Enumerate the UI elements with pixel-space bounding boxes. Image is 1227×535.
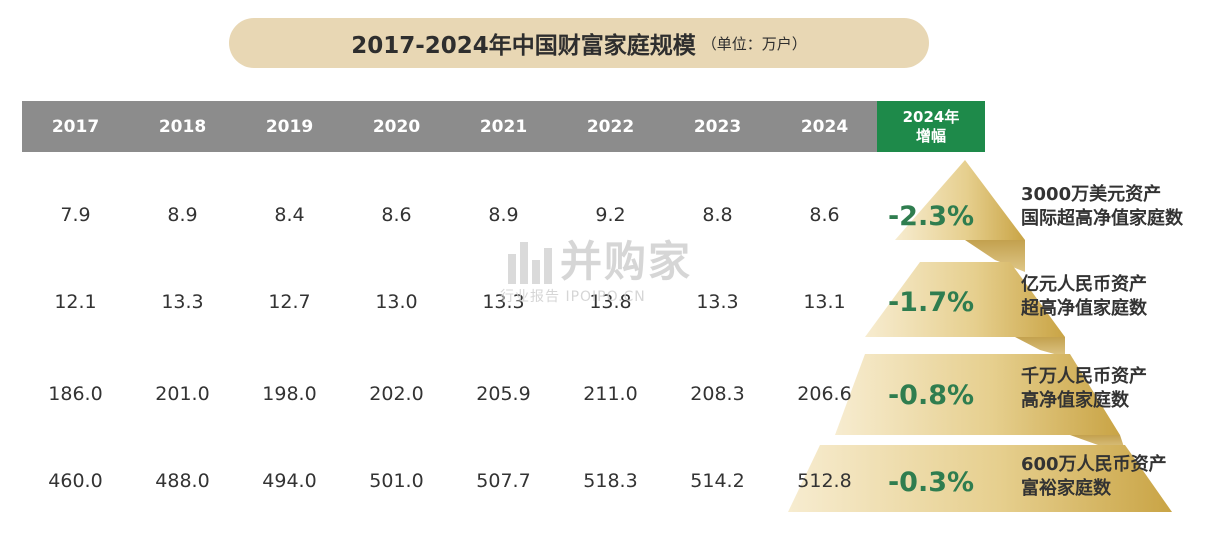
growth-value: -1.7% [887,286,975,318]
table-cell: 512.8 [797,470,852,492]
table-cell: 8.6 [381,204,412,226]
table-cell: 12.1 [54,291,97,313]
table-cell: 211.0 [583,383,638,405]
growth-header-year: 2024年 [902,107,960,126]
chart-title: 2017-2024年中国财富家庭规模 [351,33,696,59]
table-cell: 9.2 [595,204,626,226]
tier-label-line1: 亿元人民币资产 [1021,274,1147,295]
table-cell: 13.3 [482,291,525,313]
chart-unit: （单位：万户） [701,34,807,53]
pyramid-tier-2 [865,262,1065,337]
year-header-2021: 2021 [479,116,528,137]
watermark-brand: 并购家 [560,237,693,286]
watermark-logo-icon [508,242,552,284]
growth-value: -2.3% [887,200,975,232]
table-cell: 7.9 [60,204,91,226]
table-cell: 494.0 [262,470,317,492]
tier-label-line1: 千万人民币资产 [1021,366,1147,387]
tier-label: 3000万美元资产 国际超高净值家庭数 [1021,183,1183,231]
pyramid-tier-3 [835,354,1120,435]
table-cell: 13.0 [375,291,418,313]
pyramid-tier-4 [788,445,1172,512]
tier-label: 千万人民币资产 高净值家庭数 [1021,365,1147,413]
tier-label-line1: 600万人民币资产 [1021,454,1167,475]
year-header-bar [22,101,877,152]
table-cell: 208.3 [690,383,745,405]
wealth-pyramid [788,160,1172,512]
year-header-2019: 2019 [265,116,314,137]
table-cell: 507.7 [476,470,531,492]
tier-label-line2: 国际超高净值家庭数 [1021,208,1183,229]
table-cell: 488.0 [155,470,210,492]
table-cell: 8.4 [274,204,305,226]
table-cell: 12.7 [268,291,311,313]
tier-label-line2: 高净值家庭数 [1021,390,1129,411]
growth-value: -0.3% [887,466,975,498]
growth-value: -0.8% [887,379,975,411]
table-cell: 8.6 [809,204,840,226]
tier-label: 600万人民币资产 富裕家庭数 [1021,453,1167,501]
table-cell: 13.3 [161,291,204,313]
table-cell: 186.0 [48,383,103,405]
year-header-2017: 2017 [51,116,100,137]
pyramid-tier-2-fold [1015,337,1065,357]
table-cell: 198.0 [262,383,317,405]
growth-header-label: 增幅 [915,126,946,145]
table-cell: 8.8 [702,204,733,226]
year-header-2020: 2020 [372,116,421,137]
table-cell: 13.1 [803,291,846,313]
year-header-2018: 2018 [158,116,207,137]
chart-title-pill: 2017-2024年中国财富家庭规模 （单位：万户） [229,18,929,68]
table-cell: 201.0 [155,383,210,405]
table-cell: 514.2 [690,470,745,492]
pyramid-tier-1 [895,160,1025,240]
year-header-2022: 2022 [586,116,635,137]
tier-label: 亿元人民币资产 超高净值家庭数 [1021,273,1147,321]
table-cell: 13.8 [589,291,632,313]
tier-label-line1: 3000万美元资产 [1021,184,1162,205]
year-header-2023: 2023 [693,116,742,137]
table-cell: 8.9 [488,204,519,226]
table-cell: 501.0 [369,470,424,492]
table-cell: 13.3 [696,291,739,313]
table-cell: 8.9 [167,204,198,226]
growth-header: 2024年 增幅 [877,101,985,152]
table-cell: 206.6 [797,383,852,405]
table-cell: 460.0 [48,470,103,492]
table-cell: 205.9 [476,383,531,405]
tier-label-line2: 富裕家庭数 [1021,478,1111,499]
tier-label-line2: 超高净值家庭数 [1021,298,1147,319]
table-cell: 518.3 [583,470,638,492]
year-header-2024: 2024 [800,116,849,137]
table-cell: 202.0 [369,383,424,405]
